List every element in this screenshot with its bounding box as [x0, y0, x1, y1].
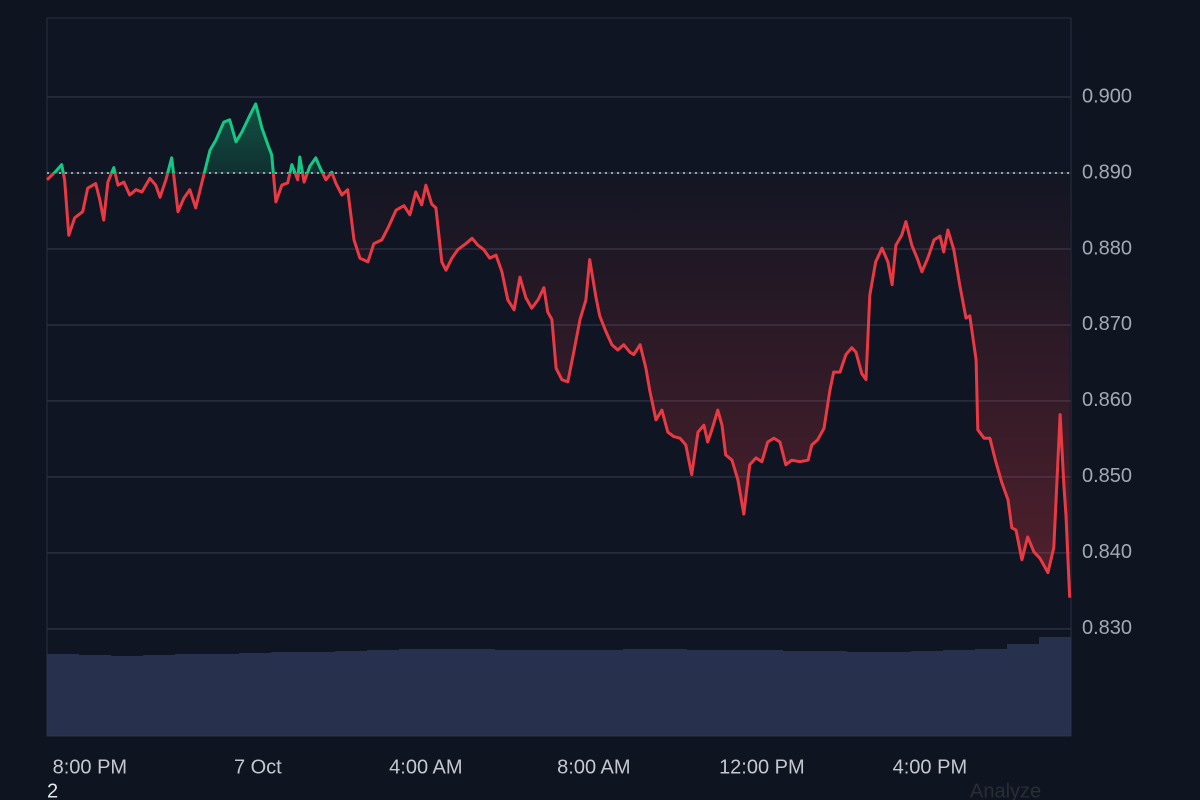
volume-bar — [719, 650, 751, 736]
volume-bar — [943, 650, 975, 736]
area-fill — [47, 103, 1070, 598]
x-tick-label: 8:00 AM — [557, 756, 630, 778]
y-tick-label: 0.880 — [1082, 237, 1132, 259]
volume-bar — [175, 654, 207, 736]
y-tick-label: 0.840 — [1082, 541, 1132, 563]
volume-bar — [463, 649, 495, 736]
volume-bar — [111, 656, 143, 736]
y-tick-label: 0.850 — [1082, 465, 1132, 487]
y-tick-label: 0.830 — [1082, 617, 1132, 639]
price-line — [45, 102, 1072, 598]
volume-bar — [975, 649, 1007, 736]
x-tick-label: 4:00 AM — [389, 756, 462, 778]
y-tick-label: 0.890 — [1082, 161, 1132, 183]
volume-bar — [495, 650, 527, 736]
volume-bar — [751, 650, 783, 736]
volume-bar — [207, 654, 239, 736]
y-tick-label: 0.860 — [1082, 389, 1132, 411]
volume-bar — [911, 651, 943, 736]
volume-bar — [271, 652, 303, 736]
volume-bar — [623, 649, 655, 736]
volume-bar — [431, 649, 463, 736]
volume-bar — [655, 649, 687, 736]
volume-bar — [591, 650, 623, 736]
volume-bar — [879, 652, 911, 736]
x-tick-label: 8:00 PM — [53, 756, 127, 778]
x-tick-label: 4:00 PM — [893, 756, 967, 778]
footer-left: 2 — [47, 780, 58, 800]
volume-bar — [1007, 644, 1039, 736]
volume-bar — [399, 649, 431, 736]
footer-right[interactable]: Analyze — [970, 780, 1041, 800]
volume-bar — [335, 651, 367, 736]
volume-bar — [143, 655, 175, 736]
volume-bar — [239, 653, 271, 736]
y-tick-label: 0.870 — [1082, 313, 1132, 335]
volume-bar — [687, 650, 719, 736]
volume-bar — [559, 650, 591, 736]
volume-bar — [303, 652, 335, 736]
volume-bar — [47, 654, 79, 736]
volume-bar — [847, 652, 879, 736]
x-tick-label: 7 Oct — [234, 756, 282, 778]
y-tick-label: 0.900 — [1082, 85, 1132, 107]
volume-bar — [367, 650, 399, 736]
volume-bar — [527, 650, 559, 736]
volume-bar — [1039, 637, 1071, 736]
volume-bar — [79, 655, 111, 736]
volume-bar — [815, 651, 847, 736]
x-tick-label: 12:00 PM — [719, 756, 805, 778]
volume-bar — [783, 651, 815, 736]
